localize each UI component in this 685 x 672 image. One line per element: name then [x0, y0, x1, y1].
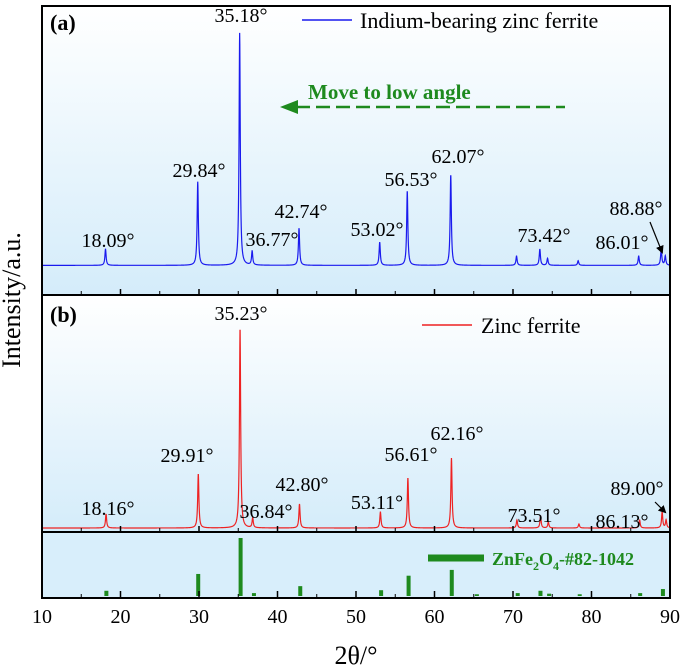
- panel-b-background: [42, 295, 670, 532]
- x-tick-label: 40: [268, 606, 288, 628]
- peak-label-b: 89.00°: [611, 478, 664, 500]
- peak-label-a: 62.07°: [432, 146, 485, 168]
- panel-b-label: (b): [50, 302, 77, 327]
- peak-label-b: 42.80°: [276, 474, 329, 496]
- reference-bar: [515, 593, 520, 596]
- x-tick-label: 20: [111, 606, 131, 628]
- legend-b-label: Zinc ferrite: [481, 313, 581, 338]
- peak-label-b: 62.16°: [431, 423, 484, 445]
- reference-bar: [660, 589, 665, 596]
- reference-bar: [406, 575, 411, 596]
- reference-bar: [196, 573, 201, 596]
- series-line-indium-bearing-zinc-ferrite: [42, 32, 671, 266]
- reference-bar: [379, 590, 384, 596]
- shift-annotation: Move to low angle: [308, 80, 471, 104]
- peak-label-b: 86.13°: [596, 511, 649, 533]
- peak-label-a: 35.18°: [215, 5, 268, 27]
- reference-bar: [547, 593, 552, 596]
- reference-bar: [238, 538, 243, 596]
- reference-bar: [638, 593, 643, 596]
- peak-label-b: 29.91°: [161, 445, 214, 467]
- peak-label-b: 35.23°: [215, 303, 268, 325]
- peak-label-a: 86.01°: [596, 232, 649, 254]
- peak-label-b: 36.84°: [240, 501, 293, 523]
- plot-layer: [42, 32, 671, 596]
- peak-label-b: 18.16°: [82, 498, 135, 520]
- peak-label-b: 56.61°: [385, 444, 438, 466]
- x-tick-label: 80: [582, 606, 602, 628]
- panel-a-label: (a): [50, 10, 76, 35]
- x-tick-label: 50: [346, 606, 366, 628]
- peak-label-a: 73.42°: [518, 225, 571, 247]
- x-tick-label: 60: [425, 606, 445, 628]
- x-tick-label: 70: [503, 606, 523, 628]
- peak-arrow-b: [654, 501, 667, 514]
- y-axis-title: Intensity/a.u.: [0, 232, 26, 368]
- peak-label-a: 88.88°: [610, 198, 663, 220]
- reference-bar: [298, 586, 303, 596]
- peak-label-a: 18.09°: [82, 230, 135, 252]
- reference-bar: [538, 590, 543, 596]
- shift-arrow-head: [280, 100, 298, 114]
- peak-label-a: 42.74°: [275, 201, 328, 223]
- reference-bar: [474, 594, 479, 596]
- legend-a-label: Indium-bearing zinc ferrite: [360, 8, 598, 33]
- reference-bar: [449, 569, 454, 596]
- reference-bar: [577, 594, 582, 596]
- reference-bar: [251, 593, 256, 596]
- peak-label-b: 53.11°: [351, 492, 403, 514]
- peak-label-b: 73.51°: [508, 505, 561, 527]
- peak-label-a: 36.77°: [246, 229, 299, 251]
- reference-bar: [104, 590, 109, 596]
- peak-label-a: 29.84°: [173, 160, 226, 182]
- reference-panel-background: [42, 532, 670, 598]
- peak-label-a: 53.02°: [351, 219, 404, 241]
- reference-legend-label: ZnFe2O4-#82-1042: [492, 549, 634, 573]
- x-tick-label: 10: [32, 606, 52, 628]
- panel-a-background: [42, 6, 670, 295]
- x-tick-label: 90: [660, 606, 680, 628]
- x-tick-label: 30: [189, 606, 209, 628]
- peak-label-a: 56.53°: [385, 169, 438, 191]
- peak-arrow-a: [649, 221, 664, 254]
- x-axis-title: 2θ/°: [334, 641, 377, 670]
